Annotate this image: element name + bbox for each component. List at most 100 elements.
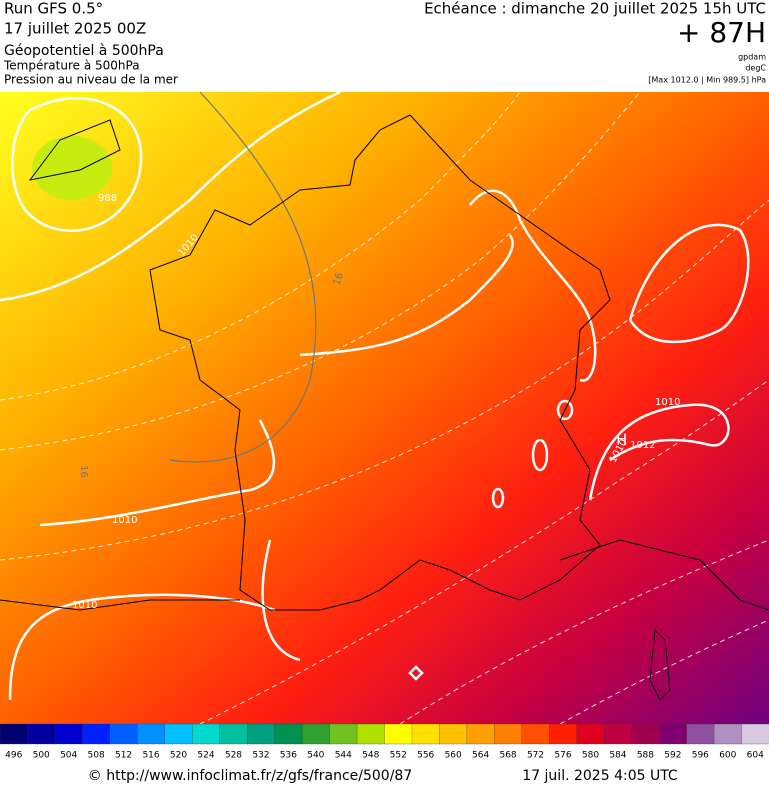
- italy-coast: [559, 539, 769, 611]
- colorbar-label: 580: [582, 751, 599, 761]
- isobar-label: 1010: [112, 515, 137, 526]
- isobar: [261, 539, 301, 662]
- cold-core: [32, 136, 112, 200]
- colorbar-swatch: [604, 723, 633, 745]
- colorbar-label: 604: [747, 751, 764, 761]
- map: 988 1010 1010 1010 1010 1010 16 16 H 101…: [0, 90, 769, 725]
- england-coast: [28, 119, 121, 181]
- colorbar-label: 592: [664, 751, 681, 761]
- colorbar-swatch: [741, 723, 769, 745]
- colorbar-label: 512: [115, 751, 132, 761]
- colorbar-swatch: [356, 723, 386, 745]
- map-field: [0, 92, 769, 724]
- colorbar-swatch: [411, 723, 441, 745]
- offset: + 87H: [677, 16, 766, 49]
- colorbar-label: 536: [280, 751, 297, 761]
- isobar: [408, 665, 424, 681]
- isotherm: [399, 539, 769, 725]
- colorbar-label: 576: [554, 751, 571, 761]
- geopotential-label: 16: [331, 271, 346, 287]
- echeance: Echéance : dimanche 20 juillet 2025 15h …: [424, 0, 766, 18]
- colorbar-label: 568: [499, 751, 516, 761]
- colorbar-swatch: [219, 723, 248, 745]
- geopotential-label: 16: [78, 465, 89, 478]
- colorbar-label: 552: [390, 751, 407, 761]
- spain-coast: [0, 599, 240, 611]
- colorbar-swatch: [274, 723, 303, 745]
- colorbar-swatch: [686, 723, 715, 745]
- colorbar-label: 584: [609, 751, 626, 761]
- colorbar-swatch: [247, 723, 276, 745]
- colorbar-swatch: [384, 723, 413, 745]
- run-date: 17 juillet 2025 00Z: [4, 20, 146, 38]
- isobar: [588, 403, 730, 501]
- isobar: [11, 97, 143, 233]
- colorbar: 496 500 504 508 512 516 520 524 528 532 536 540 544 5…: [0, 723, 769, 761]
- colorbar-label: 560: [445, 751, 462, 761]
- isobar: [556, 399, 574, 421]
- colorbar-label: 528: [225, 751, 242, 761]
- colorbar-swatch: [192, 723, 221, 745]
- isotherm: [0, 91, 521, 401]
- isobar: [628, 223, 750, 344]
- colorbar-swatch: [576, 723, 605, 745]
- pressure-range: [Max 1012.0 | Min 989.5] hPa: [648, 76, 766, 85]
- isobar: [469, 189, 597, 382]
- france-outline: [149, 114, 611, 611]
- colorbar-swatch: [109, 723, 138, 745]
- colorbar-swatch: [54, 723, 84, 745]
- isobar: [491, 487, 505, 509]
- colorbar-swatch: [301, 723, 331, 745]
- colorbar-label: 508: [88, 751, 105, 761]
- colorbar-swatch: [164, 723, 193, 745]
- isotherm: [0, 91, 641, 451]
- unit: gpdam: [738, 53, 766, 62]
- timestamp: 17 juil. 2025 4:05 UTC: [522, 768, 678, 784]
- colorbar-swatch: [631, 723, 660, 745]
- colorbar-swatch: [658, 723, 688, 745]
- source: © http://www.infoclimat.fr/z/gfs/france/…: [88, 768, 412, 784]
- colorbar-swatch: [82, 723, 111, 745]
- colorbar-swatch: [439, 723, 468, 745]
- colorbar-swatch: [494, 723, 523, 745]
- colorbar-label: 548: [362, 751, 379, 761]
- isobar: [8, 593, 276, 701]
- colorbar-label: 600: [719, 751, 736, 761]
- isobar: [39, 419, 276, 527]
- colorbar-swatch: [466, 723, 496, 745]
- isotherm: [199, 379, 769, 725]
- colorbar-label: 504: [60, 751, 77, 761]
- colorbar-label: 572: [527, 751, 544, 761]
- colorbar-label: 524: [197, 751, 214, 761]
- colorbar-swatch: [521, 723, 550, 745]
- colorbar-swatch: [137, 723, 166, 745]
- isobar: [0, 90, 341, 302]
- colorbar-label: 596: [692, 751, 709, 761]
- isobar: [531, 438, 549, 472]
- isobar-label: 1010: [72, 600, 97, 611]
- colorbar-label: 588: [637, 751, 654, 761]
- colorbar-label: 532: [252, 751, 269, 761]
- run: Run GFS 0.5°: [4, 0, 103, 18]
- isotherm: [0, 199, 769, 561]
- layer: Pression au niveau de la mer: [4, 73, 178, 87]
- colorbar-swatch: [0, 723, 29, 745]
- colorbar-label: 564: [472, 751, 489, 761]
- geopotential: [169, 91, 317, 463]
- colorbar-label: 540: [307, 751, 324, 761]
- colorbar-swatch: [329, 723, 358, 745]
- isobar-label: 1010: [655, 397, 680, 408]
- colorbar-swatch: [713, 723, 743, 745]
- isobar-label: 1012: [630, 440, 655, 451]
- layer: Température à 500hPa: [3, 59, 140, 73]
- colorbar-label: 500: [33, 751, 50, 761]
- unit: degC: [745, 64, 766, 73]
- colorbar-swatch: [549, 723, 578, 745]
- layer: Géopotentiel à 500hPa: [4, 43, 164, 59]
- colorbar-label: 496: [5, 751, 22, 761]
- colorbar-swatch: [27, 723, 56, 745]
- colorbar-label: 520: [170, 751, 187, 761]
- colorbar-label: 556: [417, 751, 434, 761]
- colorbar-label: 516: [142, 751, 159, 761]
